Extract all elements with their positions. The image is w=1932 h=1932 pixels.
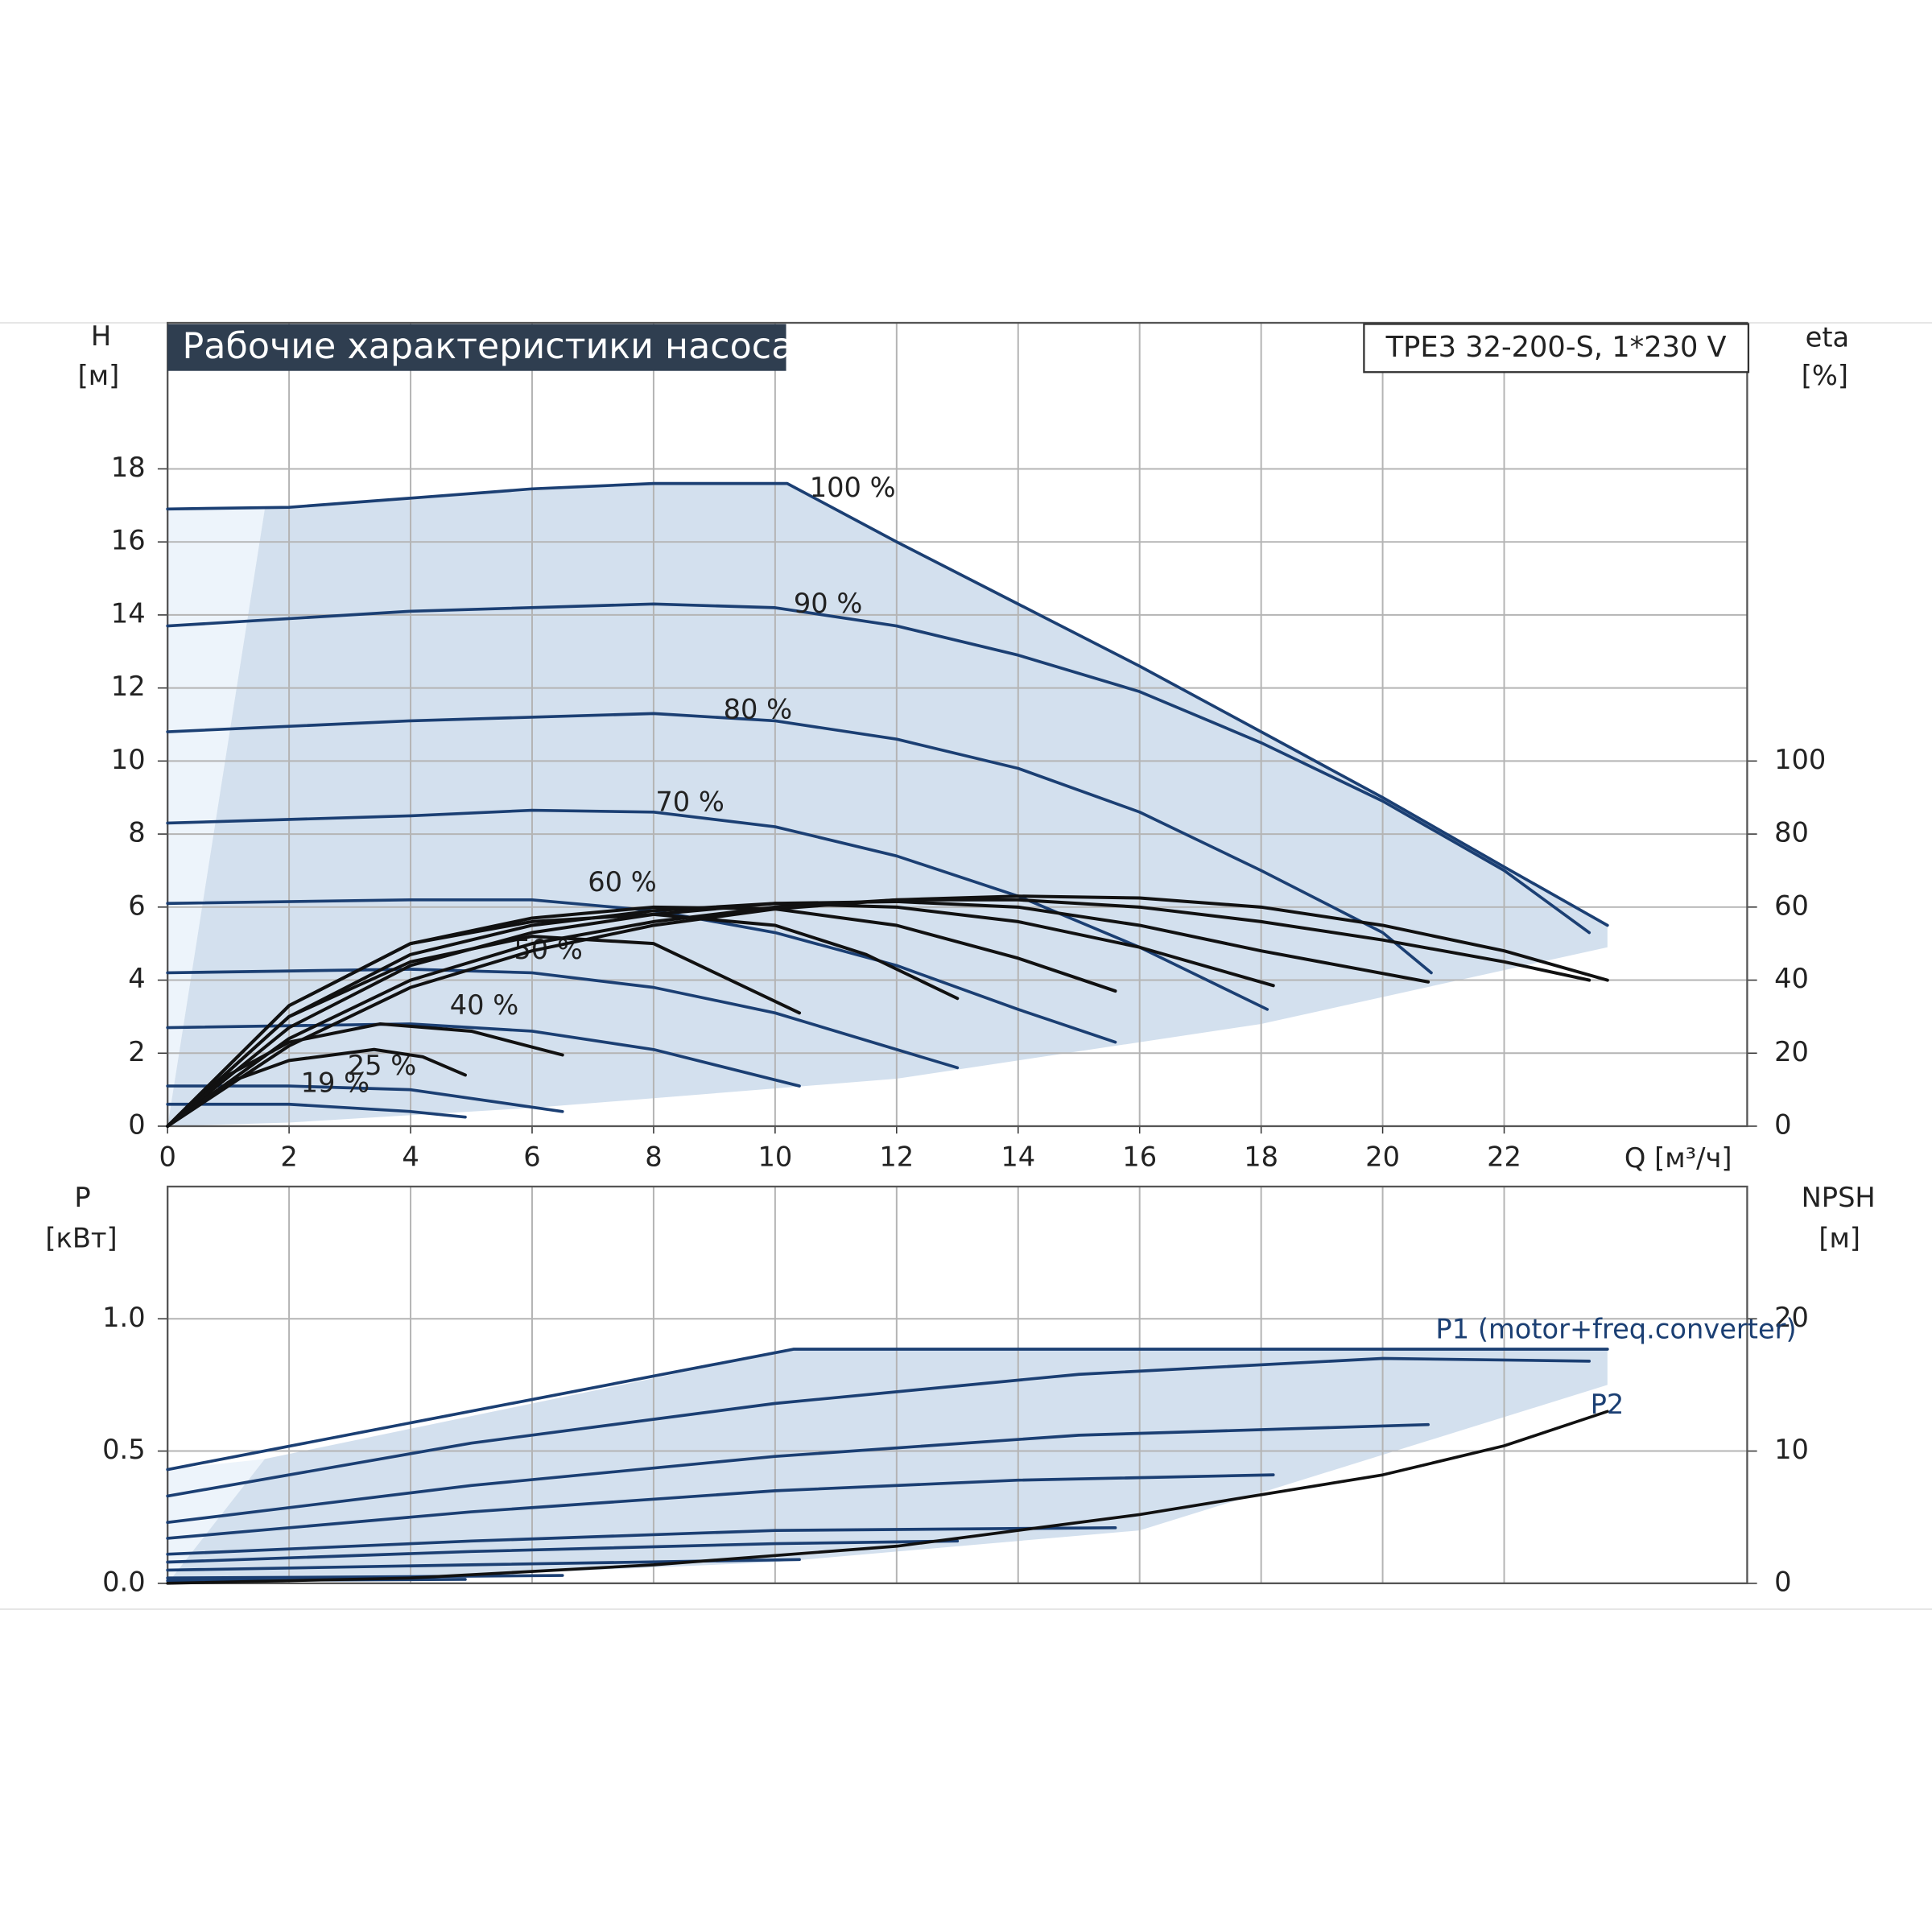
envelope <box>167 483 1608 1126</box>
y-tick-label: 8 <box>128 817 145 848</box>
y-tick-label: 2 <box>128 1036 145 1067</box>
y-tick-label: 0.0 <box>102 1566 146 1597</box>
curve <box>166 1539 960 1564</box>
curve <box>166 808 1269 1011</box>
plot-frame <box>167 1185 1748 1584</box>
chart-title: Рабочие характеристики насоса <box>183 326 794 367</box>
efficiency-curve <box>166 1022 564 1128</box>
y2-tick-label: 20 <box>1774 1302 1809 1333</box>
y-tick-label: 18 <box>111 452 146 483</box>
y-tick-label: 14 <box>111 597 146 629</box>
efficiency-curve <box>166 898 1591 1128</box>
y-tick-label: 0.5 <box>102 1434 146 1465</box>
x-tick-label: 14 <box>1001 1141 1035 1172</box>
x-tick-label: 10 <box>758 1141 792 1172</box>
x-tick-label: 12 <box>879 1141 914 1172</box>
y2-tick-label: 0 <box>1774 1108 1791 1140</box>
efficiency-curve <box>166 935 802 1128</box>
plots: 0 2 4 6 8 10 12 14 16 18 20 22 0 2 4 6 8 10 12 14 16 18 0 20 40 6… <box>102 321 1826 1597</box>
curve <box>166 968 960 1070</box>
curve-label: 60 % <box>588 866 657 898</box>
curve <box>166 1525 1117 1556</box>
title-box <box>167 324 786 371</box>
x-axis-label: Q [м³/ч] <box>1624 1142 1732 1174</box>
x-tick-label: 6 <box>523 1141 540 1172</box>
y-tick-label: 0 <box>128 1108 145 1140</box>
y2-tick-label: 40 <box>1774 963 1809 994</box>
y2-axis-unit: [%] <box>1802 360 1848 391</box>
efficiency-curve <box>166 1047 467 1128</box>
curve <box>166 1422 1430 1525</box>
x-tick-label: 0 <box>159 1141 175 1172</box>
efficiency-curve <box>166 912 960 1128</box>
curve <box>166 602 1591 935</box>
curve <box>166 898 1117 1044</box>
y2-tick-label: 60 <box>1774 890 1809 921</box>
x-tick-label: 4 <box>402 1141 419 1172</box>
y-tick-label: 4 <box>128 963 145 994</box>
curve-label: 90 % <box>794 588 863 619</box>
x-tick-label: 16 <box>1122 1141 1157 1172</box>
curve-label: P2 <box>1591 1389 1624 1420</box>
y-tick-label: 12 <box>111 671 146 702</box>
y2-axis-unit: [м] <box>1818 1222 1860 1253</box>
curve-label: 19 % <box>301 1067 370 1098</box>
y2-tick-label: 0 <box>1774 1566 1791 1597</box>
y-tick-label: 6 <box>128 890 145 921</box>
curve-label: 40 % <box>450 989 519 1021</box>
curve <box>166 481 1609 927</box>
y-axis-unit: [м] <box>78 360 120 391</box>
curve-label: 80 % <box>724 694 793 725</box>
curve-label: P1 (motor+freq.converter) <box>1435 1314 1796 1345</box>
y-tick-label: 16 <box>111 525 146 556</box>
curve <box>166 1356 1591 1498</box>
model-box <box>1363 323 1750 374</box>
y-tick-label: 1.0 <box>102 1302 146 1333</box>
curve <box>166 1102 467 1119</box>
y2-axis-label: NPSH <box>1802 1182 1876 1213</box>
y2-tick-label: 80 <box>1774 817 1809 848</box>
x-tick-label: 22 <box>1487 1141 1521 1172</box>
curve <box>166 1410 1609 1585</box>
y-axis-unit: [кВт] <box>45 1222 117 1253</box>
y-axis-label: H <box>91 320 111 352</box>
curve <box>166 1473 1275 1540</box>
curve <box>166 1348 1609 1472</box>
x-tick-label: 18 <box>1244 1141 1278 1172</box>
curve-label: 100 % <box>810 472 896 503</box>
y-axis-label: P <box>74 1182 90 1213</box>
envelope <box>167 1349 1608 1583</box>
y2-tick-label: 10 <box>1774 1434 1809 1465</box>
y2-axis-label: eta <box>1806 321 1850 353</box>
x-tick-label: 2 <box>280 1141 297 1172</box>
curve <box>166 712 1433 975</box>
y2-tick-label: 20 <box>1774 1036 1809 1067</box>
curve-label: 70 % <box>655 786 724 817</box>
x-tick-label: 8 <box>645 1141 662 1172</box>
y2-tick-label: 100 <box>1774 744 1826 775</box>
plot-frame <box>167 321 1748 1128</box>
y-tick-label: 10 <box>111 744 146 775</box>
x-tick-label: 20 <box>1365 1141 1400 1172</box>
model-label: TPE3 32-200-S, 1*230 V <box>1385 331 1727 364</box>
